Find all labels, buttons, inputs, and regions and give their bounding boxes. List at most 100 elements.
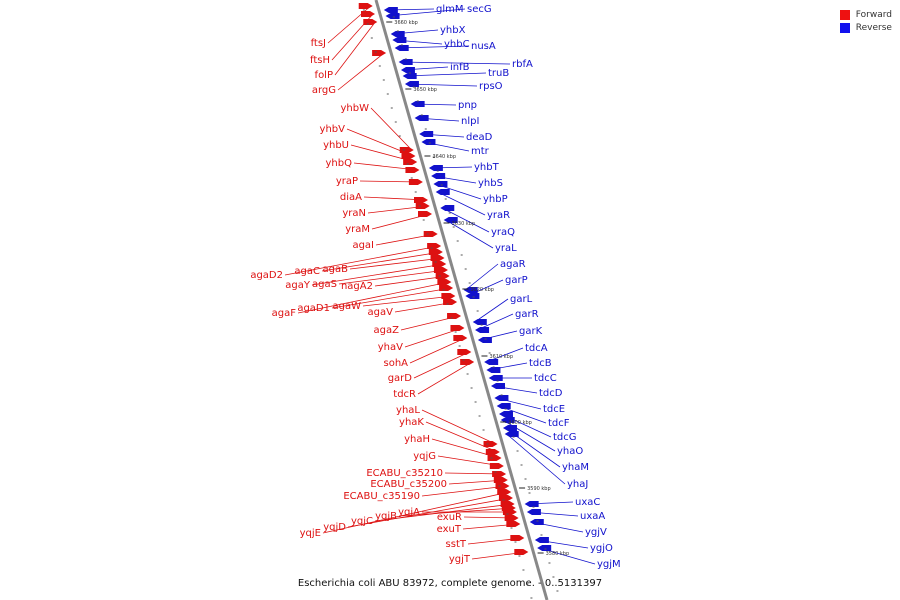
gene-label-soha: sohA <box>383 358 408 369</box>
gene-label-mtr: mtr <box>471 146 490 157</box>
connector-agay <box>311 263 445 286</box>
connector-folp <box>334 21 376 76</box>
forward-gene-agas <box>433 267 448 273</box>
forward-gene-agay <box>432 261 447 267</box>
gene-label-tdcg: tdcG <box>553 432 577 443</box>
connector-gard <box>413 351 470 379</box>
legend-reverse-label: Reverse <box>855 22 892 33</box>
gene-label-yraq: yraQ <box>491 227 515 238</box>
forward-gene-agac <box>428 249 443 255</box>
forward-gene-agad2 <box>427 243 442 249</box>
tick-label: 3630 kbp <box>452 221 476 227</box>
forward-gene-yhak <box>485 449 500 455</box>
connector-trub <box>404 72 487 77</box>
reverse-gene-garl <box>472 319 487 325</box>
reverse-gene-uxaa <box>526 509 541 515</box>
gene-label-folp: folP <box>315 70 333 81</box>
reverse-gene-ygjm <box>537 545 552 551</box>
forward-gene-yqjg <box>489 463 504 469</box>
tick-label: 3650 kbp <box>413 87 437 93</box>
gene-label-yhbw: yhbW <box>341 103 370 114</box>
gene-label-yhbu: yhbU <box>323 140 349 151</box>
connector-agaf <box>297 281 450 314</box>
connector-yhbw <box>370 107 413 151</box>
forward-gene-tdcr <box>460 359 475 365</box>
gene-label-agar: agaR <box>500 259 526 270</box>
gene-label-yran: yraN <box>342 208 366 219</box>
gene-label-tdcf: tdcF <box>548 418 570 429</box>
reverse-gene-yhbt <box>428 165 443 171</box>
forward-gene-ecabu-c35190 <box>495 483 510 489</box>
reverse-gene-ygjo <box>534 537 549 543</box>
tick-label: 3640 kbp <box>432 154 456 160</box>
gene-label-uxaa: uxaA <box>580 511 605 522</box>
forward-gene-diaa <box>414 197 428 203</box>
gene-label-yqja: yqjA <box>398 507 420 518</box>
gene-label-agad2: agaD2 <box>250 270 283 281</box>
connector-agar <box>465 263 499 291</box>
gene-label-ecabu-c35190: ECABU_c35190 <box>343 491 420 502</box>
tick-label: 3580 kbp <box>546 551 570 557</box>
gene-label-yhbt: yhbT <box>474 162 500 173</box>
gene-label-rbfa: rbfA <box>512 59 533 70</box>
reverse-gene-yrar <box>435 189 450 195</box>
reverse-gene-yraq <box>440 205 455 211</box>
connector-agab <box>349 257 443 270</box>
reverse-gene-garr <box>475 327 490 333</box>
gene-label-agaw: agaW <box>333 301 362 312</box>
gene-label-secg: secG <box>467 4 492 15</box>
reverse-gene-gark <box>477 337 492 343</box>
reverse-gene-infb <box>400 67 415 73</box>
gene-label-agav: agaV <box>368 307 394 318</box>
gene-label-agad1: agaD1 <box>297 303 330 314</box>
reverse-gene-trub <box>402 73 417 79</box>
reverse-gene-tdcg <box>498 411 513 417</box>
gene-label-yram: yraM <box>345 224 370 235</box>
gene-label-gard: garD <box>388 373 413 384</box>
gene-label-garr: garR <box>515 309 539 320</box>
gene-label-ygjo: ygjO <box>590 543 613 554</box>
connector-soha <box>409 337 466 364</box>
genome-caption: Escherichia coli ABU 83972, complete gen… <box>297 578 603 589</box>
gene-label-tdcd: tdcD <box>539 388 563 399</box>
gene-label-agaz: agaZ <box>374 325 400 336</box>
gene-label-yrar: yraR <box>487 210 510 221</box>
connector-yhav <box>404 327 463 348</box>
connector-rbfa <box>400 61 511 65</box>
forward-swatch <box>839 9 850 20</box>
forward-gene-yhbw <box>399 147 414 153</box>
gene-label-yqjb: yqjB <box>375 511 397 522</box>
gene-label-nlpi: nlpI <box>461 116 479 127</box>
connector-agad1 <box>331 287 452 309</box>
gene-label-agab: agaB <box>323 264 349 275</box>
gene-label-yqjc: yqjC <box>351 516 373 527</box>
connector-ecabu-c35190 <box>421 485 508 497</box>
forward-gene-agaw <box>441 293 456 299</box>
gene-label-yhah: yhaH <box>404 434 430 445</box>
connector-argg <box>337 52 385 91</box>
forward-gene-yhah <box>487 455 502 461</box>
connector-agad2 <box>284 245 440 276</box>
gene-label-yrap: yraP <box>336 176 358 187</box>
gene-label-diaa: diaA <box>340 192 362 203</box>
forward-gene-yhbv <box>401 153 416 159</box>
genome-axis <box>374 0 549 600</box>
gene-label-garl: garL <box>510 294 533 305</box>
reverse-gene-mtr <box>421 139 436 145</box>
reverse-gene-glmm <box>383 7 398 13</box>
gene-label-agas: agaS <box>312 279 337 290</box>
forward-gene-yhav <box>450 325 465 331</box>
gene-label-infb: infB <box>450 62 470 73</box>
forward-gene-ecabu-c35210 <box>492 471 507 477</box>
gene-label-yhbv: yhbV <box>320 124 346 135</box>
forward-gene-yran <box>415 203 430 209</box>
gene-label-ftsh: ftsH <box>310 55 330 66</box>
connector-yhaj <box>506 433 566 485</box>
forward-gene-agav <box>443 299 458 305</box>
legend-reverse: Reverse <box>839 21 892 34</box>
reverse-gene-yhbs <box>431 173 446 179</box>
forward-gene-exut <box>506 521 521 527</box>
connector-yhal <box>421 409 496 445</box>
legend: Forward Reverse <box>839 8 892 34</box>
reverse-gene-ygjv <box>529 519 544 525</box>
